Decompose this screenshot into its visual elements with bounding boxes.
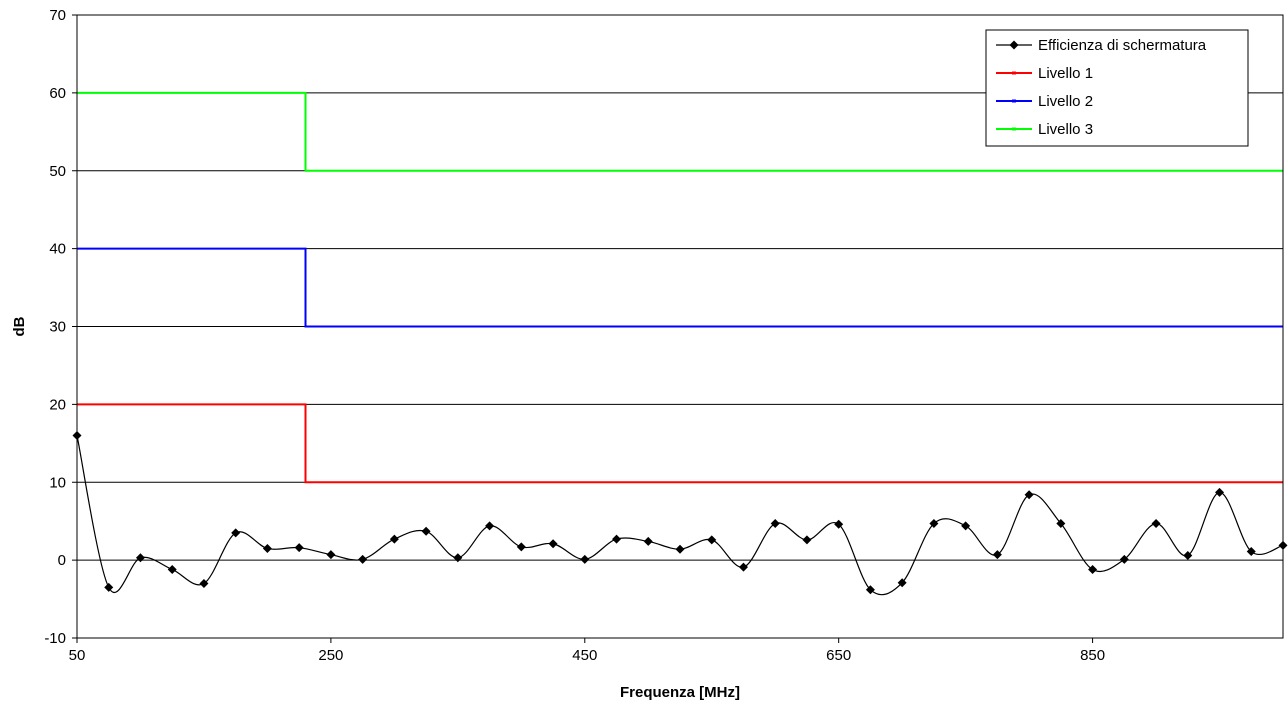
series-line-3	[77, 91, 1283, 172]
data-point-0-3	[167, 564, 177, 574]
data-point-0-36	[1215, 487, 1225, 497]
data-point-0-26	[897, 578, 907, 588]
legend-label-2: Livello 2	[1038, 93, 1093, 110]
x-tick-label-2: 450	[572, 647, 597, 664]
y-tick-label-8: 70	[49, 7, 66, 24]
series-line-0	[76, 435, 1284, 596]
y-tick-label-6: 50	[49, 163, 66, 180]
legend-box	[985, 29, 1249, 147]
legend-item-3: Livello 3	[996, 121, 1093, 138]
legend: Efficienza di schermatura Livello 1 Livell…	[985, 29, 1249, 147]
data-point-0-30	[1024, 490, 1034, 500]
data-point-0-16	[580, 554, 590, 564]
series-line-2	[77, 247, 1283, 328]
x-axis-title: Frequenza [MHz]	[620, 684, 740, 701]
y-tick-label-2: 10	[49, 474, 66, 491]
data-point-0-19	[675, 544, 685, 554]
data-point-0-9	[358, 554, 368, 564]
data-point-0-28	[961, 521, 971, 531]
data-point-0-6	[262, 543, 272, 553]
y-tick-label-7: 60	[49, 85, 66, 102]
data-point-0-15	[548, 539, 558, 549]
x-tick-label-0: 50	[69, 647, 86, 664]
data-point-0-7	[294, 543, 304, 553]
series-0	[72, 431, 1288, 596]
legend-marker-2	[1012, 99, 1016, 103]
data-point-0-32	[1088, 564, 1098, 574]
legend-item-2: Livello 2	[996, 93, 1093, 110]
y-tick-label-3: 20	[49, 396, 66, 413]
data-point-0-2	[135, 553, 145, 563]
data-point-0-29	[992, 550, 1002, 560]
data-point-0-24	[834, 519, 844, 529]
x-tick-label-1: 250	[318, 647, 343, 664]
legend-label-3: Livello 3	[1038, 121, 1093, 138]
data-point-0-10	[389, 534, 399, 544]
legend-item-1: Livello 1	[996, 65, 1093, 82]
legend-marker-0	[1009, 40, 1019, 50]
data-point-0-20	[707, 535, 717, 545]
series-3	[77, 91, 1283, 172]
legend-label-0: Efficienza di schermatura	[1038, 37, 1207, 54]
data-point-0-25	[865, 585, 875, 595]
data-point-0-1	[104, 582, 114, 592]
y-axis-title: dB	[11, 316, 28, 336]
data-point-0-12	[453, 553, 463, 563]
data-point-0-31	[1056, 519, 1066, 529]
data-point-0-21	[738, 562, 748, 572]
data-point-0-37	[1246, 547, 1256, 557]
data-point-0-14	[516, 542, 526, 552]
series-1	[77, 403, 1283, 484]
data-point-0-8	[326, 550, 336, 560]
data-point-0-11	[421, 526, 431, 536]
y-tick-label-4: 30	[49, 319, 66, 336]
x-tick-label-4: 850	[1080, 647, 1105, 664]
legend-item-0: Efficienza di schermatura	[996, 37, 1207, 54]
data-point-0-22	[770, 519, 780, 529]
legend-marker-1	[1012, 71, 1016, 75]
data-point-0-27	[929, 519, 939, 529]
y-tick-label-5: 40	[49, 241, 66, 258]
data-point-0-18	[643, 536, 653, 546]
y-tick-label-0: -10	[44, 630, 66, 647]
data-point-0-13	[485, 521, 495, 531]
series-line-1	[77, 403, 1283, 484]
data-point-0-4	[199, 578, 209, 588]
data-point-0-35	[1183, 550, 1193, 560]
data-point-0-33	[1119, 554, 1129, 564]
series-2	[77, 247, 1283, 328]
axes: -10 0 10 20 30 40 50 60 70 50 250 450 650 850	[44, 7, 1105, 664]
data-point-0-23	[802, 535, 812, 545]
y-tick-label-1: 0	[58, 552, 66, 569]
series-layer	[72, 91, 1288, 596]
data-point-0-34	[1151, 519, 1161, 529]
legend-label-1: Livello 1	[1038, 65, 1093, 82]
data-point-0-5	[231, 528, 241, 538]
x-tick-label-3: 650	[826, 647, 851, 664]
legend-marker-3	[1012, 127, 1016, 131]
data-point-0-17	[612, 534, 622, 544]
